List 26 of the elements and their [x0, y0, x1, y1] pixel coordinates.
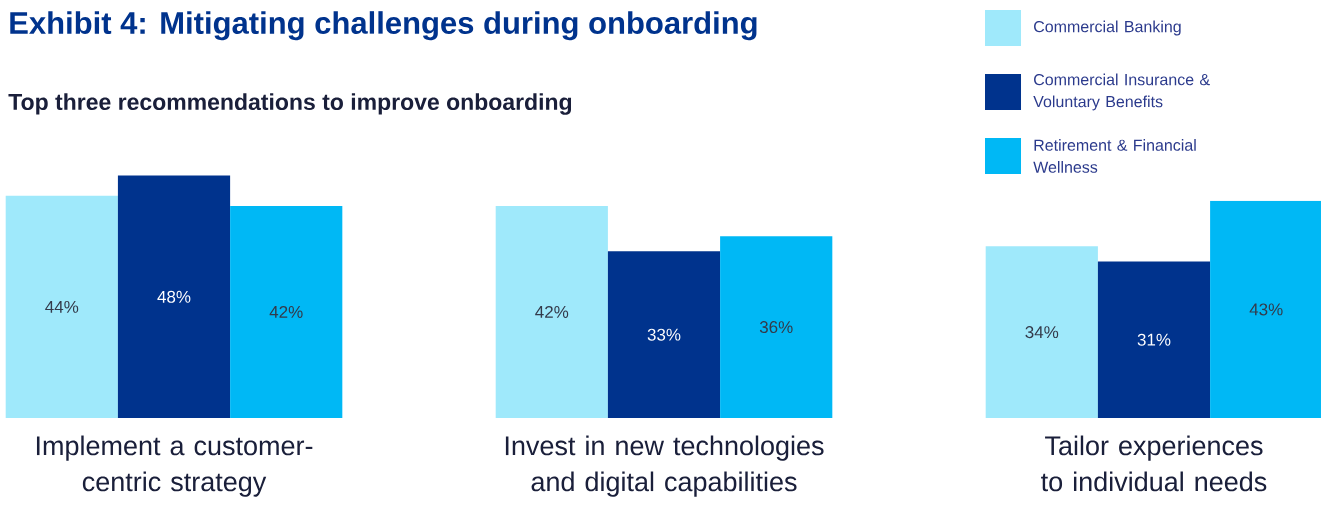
bar: [607, 251, 721, 418]
x-tick-label: Tailor experiences to individual needs: [1041, 435, 1267, 492]
data-label: 42%: [269, 305, 303, 318]
data-label: 42%: [535, 305, 569, 318]
bar: [1097, 261, 1211, 418]
bar: [985, 246, 1098, 418]
data-label: 43%: [1249, 303, 1283, 316]
data-label: 44%: [45, 300, 79, 313]
data-label: 34%: [1025, 326, 1059, 339]
bar: [5, 195, 118, 418]
x-tick-label: Invest in new technologies and digital capabilities: [505, 435, 824, 497]
chart-title: Exhibit 4: Mitigating challenges during onboarding: [10, 11, 757, 41]
data-label: 36%: [759, 321, 793, 334]
bar: [1210, 200, 1321, 418]
bar: [720, 236, 833, 418]
chart-subtitle: Top three recommendations to improve onboarding: [8, 93, 572, 115]
bar: [230, 205, 343, 418]
x-tick-label: Implement a customer-centric strategy: [36, 435, 313, 497]
bar: [495, 205, 608, 418]
legend-label: Commercial Banking: [1034, 20, 1181, 36]
data-label: 31%: [1137, 333, 1171, 346]
data-label: 33%: [647, 328, 681, 341]
legend-label: Retirement & Financial Wellness: [1033, 139, 1196, 173]
legend-label: Commercial Insurance & Voluntary Benefits: [1033, 73, 1210, 111]
bar: [117, 175, 231, 418]
data-label: 48%: [157, 290, 191, 303]
